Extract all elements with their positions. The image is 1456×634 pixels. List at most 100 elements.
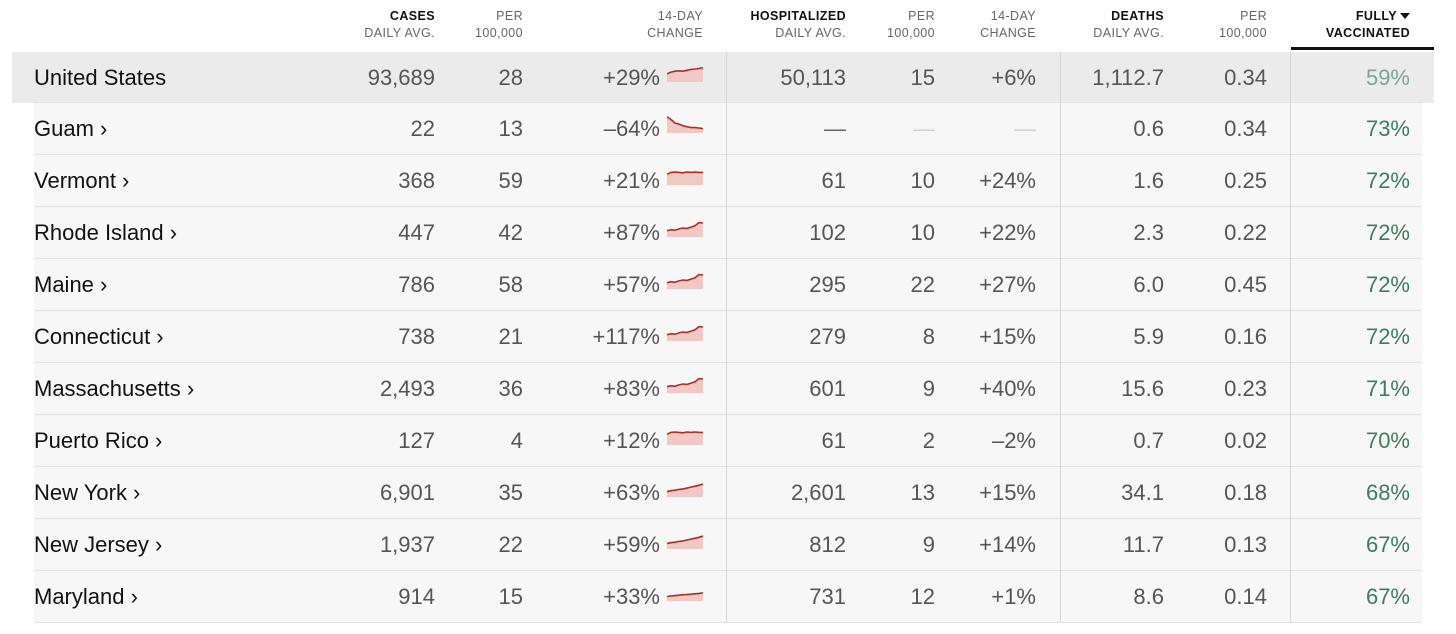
sparkline-chart bbox=[667, 377, 703, 393]
row-divider bbox=[34, 622, 1422, 623]
hospitalized-14day-change: +14% bbox=[979, 532, 1036, 557]
deaths-daily-avg: 8.6 bbox=[1133, 584, 1164, 609]
sparkline-line bbox=[667, 325, 703, 336]
hospitalized-per-100k: 2 bbox=[922, 428, 935, 453]
location-name[interactable]: Massachusetts › bbox=[34, 376, 195, 401]
header-hosp-per[interactable]: PER 100,000 bbox=[887, 9, 935, 40]
cases-sparkline bbox=[667, 306, 703, 358]
header-cases[interactable]: CASES DAILY AVG. bbox=[364, 9, 435, 40]
deaths-per-100k: 0.14 bbox=[1224, 584, 1267, 609]
hospitalized-14day-change: +40% bbox=[979, 376, 1036, 401]
sparkline-area bbox=[667, 484, 703, 497]
deaths-per-100k: 0.34 bbox=[1224, 116, 1267, 141]
deaths-daily-avg: 5.9 bbox=[1133, 324, 1164, 349]
sparkline-chart bbox=[667, 431, 703, 445]
column-divider bbox=[1060, 52, 1061, 622]
hospitalized-per-100k: 9 bbox=[922, 532, 935, 557]
header-cases-per[interactable]: PER 100,000 bbox=[475, 9, 523, 40]
sparkline-area bbox=[667, 432, 703, 445]
cases-daily-avg: 786 bbox=[398, 272, 435, 297]
table-row[interactable]: Massachusetts › 2,493 36 +83% 601 9 +40%… bbox=[12, 363, 1434, 415]
location-name[interactable]: Rhode Island › bbox=[34, 220, 178, 245]
cases-daily-avg: 1,937 bbox=[379, 532, 435, 557]
hospitalized-14day-change: +6% bbox=[991, 64, 1036, 90]
row-background bbox=[34, 415, 1422, 467]
location-name[interactable]: Guam › bbox=[34, 116, 108, 141]
deaths-per-100k: 0.16 bbox=[1224, 324, 1267, 349]
hospitalized-daily-avg: 731 bbox=[809, 584, 846, 609]
header-fully-vaccinated[interactable]: FULLY VACCINATED bbox=[1325, 9, 1410, 40]
fully-vaccinated-pct: 72% bbox=[1365, 324, 1410, 349]
row-divider bbox=[34, 362, 1422, 363]
cases-per-100k: 28 bbox=[498, 64, 523, 90]
hospitalized-14day-change: +1% bbox=[991, 584, 1036, 609]
cases-daily-avg: 2,493 bbox=[379, 376, 435, 401]
sparkline-chart bbox=[667, 592, 703, 601]
location-name[interactable]: Puerto Rico › bbox=[34, 428, 163, 453]
hospitalized-per-100k: 8 bbox=[922, 324, 935, 349]
deaths-per-100k: 0.02 bbox=[1224, 428, 1267, 453]
hospitalized-14day-change: –2% bbox=[991, 428, 1036, 453]
fully-vaccinated-pct: 68% bbox=[1365, 480, 1410, 505]
sparkline-line bbox=[667, 273, 703, 284]
table-row[interactable]: Guam › 22 13 –64% — — — 0.6 0.34 73% bbox=[12, 103, 1434, 155]
cases-per-100k: 36 bbox=[498, 376, 523, 401]
hospitalized-14day-change: +27% bbox=[979, 272, 1036, 297]
column-divider bbox=[1290, 52, 1291, 622]
location-name[interactable]: Connecticut › bbox=[34, 324, 164, 349]
location-name[interactable]: Maryland › bbox=[34, 584, 138, 609]
sparkline-line bbox=[667, 535, 703, 545]
table-row[interactable]: New Jersey › 1,937 22 +59% 812 9 +14% 11… bbox=[12, 519, 1434, 571]
header-hosp-change[interactable]: 14-DAY CHANGE bbox=[980, 9, 1036, 40]
table-row[interactable]: New York › 6,901 35 +63% 2,601 13 +15% 3… bbox=[12, 467, 1434, 519]
hospitalized-daily-avg: 279 bbox=[809, 324, 846, 349]
deaths-daily-avg: 15.6 bbox=[1121, 376, 1164, 401]
cases-sparkline bbox=[667, 566, 703, 618]
sparkline-chart bbox=[667, 66, 703, 82]
header-deaths[interactable]: DEATHS DAILY AVG. bbox=[1093, 9, 1164, 40]
sparkline-line bbox=[667, 66, 703, 75]
cases-per-100k: 4 bbox=[510, 428, 523, 453]
cases-14day-change: +63% bbox=[603, 480, 660, 505]
table-row[interactable]: Connecticut › 738 21 +117% 279 8 +15% 5.… bbox=[12, 311, 1434, 363]
header-deaths-per[interactable]: PER 100,000 bbox=[1219, 9, 1267, 40]
hospitalized-daily-avg: 2,601 bbox=[790, 480, 846, 505]
cases-sparkline bbox=[667, 514, 703, 566]
cases-daily-avg: 368 bbox=[398, 168, 435, 193]
fully-vaccinated-pct: 67% bbox=[1365, 584, 1410, 609]
location-name[interactable]: Vermont › bbox=[34, 168, 130, 193]
cases-per-100k: 58 bbox=[498, 272, 523, 297]
row-background bbox=[34, 363, 1422, 415]
table-row[interactable]: Maine › 786 58 +57% 295 22 +27% 6.0 0.45… bbox=[12, 259, 1434, 311]
hospitalized-14day-change: — bbox=[1014, 116, 1036, 141]
deaths-daily-avg: 11.7 bbox=[1122, 532, 1164, 557]
table-row[interactable]: Maryland › 914 15 +33% 731 12 +1% 8.6 0.… bbox=[12, 571, 1434, 623]
location-name[interactable]: Maine › bbox=[34, 272, 108, 297]
location-name[interactable]: New Jersey › bbox=[34, 532, 163, 557]
hospitalized-daily-avg: 50,113 bbox=[780, 64, 846, 90]
row-background bbox=[34, 259, 1422, 311]
cases-14day-change: +59% bbox=[603, 532, 660, 557]
cases-per-100k: 35 bbox=[498, 480, 523, 505]
hospitalized-per-100k: — bbox=[913, 116, 935, 141]
hospitalized-per-100k: 13 bbox=[910, 480, 935, 505]
cases-per-100k: 15 bbox=[498, 584, 523, 609]
table-row[interactable]: Rhode Island › 447 42 +87% 102 10 +22% 2… bbox=[12, 207, 1434, 259]
row-divider bbox=[34, 310, 1422, 311]
fully-vaccinated-pct: 71% bbox=[1365, 376, 1410, 401]
row-divider bbox=[34, 570, 1422, 571]
cases-per-100k: 13 bbox=[498, 116, 523, 141]
hospitalized-per-100k: 10 bbox=[910, 220, 935, 245]
sparkline-chart bbox=[667, 325, 703, 341]
deaths-daily-avg: 2.3 bbox=[1133, 220, 1164, 245]
sparkline-area bbox=[667, 592, 703, 601]
row-divider bbox=[34, 206, 1422, 207]
header-cases-change[interactable]: 14-DAY CHANGE bbox=[647, 9, 703, 40]
header-hospitalized[interactable]: HOSPITALIZED DAILY AVG. bbox=[750, 9, 846, 40]
location-name: United States bbox=[34, 64, 167, 90]
row-divider bbox=[34, 466, 1422, 467]
sparkline-area bbox=[667, 67, 703, 82]
table-row[interactable]: Vermont › 368 59 +21% 61 10 +24% 1.6 0.2… bbox=[12, 155, 1434, 207]
location-name[interactable]: New York › bbox=[34, 480, 141, 505]
table-row[interactable]: Puerto Rico › 127 4 +12% 61 2 –2% 0.7 0.… bbox=[12, 415, 1434, 467]
